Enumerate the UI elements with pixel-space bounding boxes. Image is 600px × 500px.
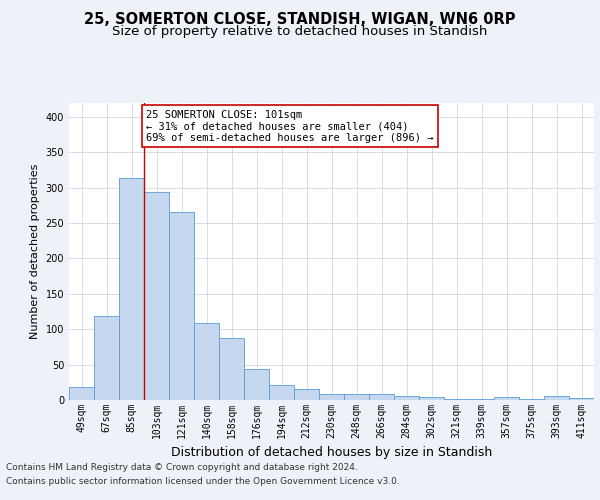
Text: 25 SOMERTON CLOSE: 101sqm
← 31% of detached houses are smaller (404)
69% of semi: 25 SOMERTON CLOSE: 101sqm ← 31% of detac… [146,110,434,143]
Bar [319,394,344,400]
Text: Size of property relative to detached houses in Standish: Size of property relative to detached ho… [112,25,488,38]
Bar [194,323,219,400]
Bar [269,385,294,400]
X-axis label: Distribution of detached houses by size in Standish: Distribution of detached houses by size … [171,446,492,460]
Bar [69,386,94,400]
Bar [444,398,469,400]
Bar [494,397,519,400]
Bar [369,394,394,400]
Bar [219,338,244,400]
Bar [294,388,319,400]
Bar [344,394,369,400]
Bar [119,178,144,400]
Bar [144,192,169,400]
Y-axis label: Number of detached properties: Number of detached properties [30,164,40,339]
Bar [569,398,594,400]
Bar [419,397,444,400]
Bar [94,316,119,400]
Bar [244,369,269,400]
Text: Contains HM Land Registry data © Crown copyright and database right 2024.: Contains HM Land Registry data © Crown c… [6,462,358,471]
Bar [169,212,194,400]
Bar [544,396,569,400]
Bar [394,396,419,400]
Text: Contains public sector information licensed under the Open Government Licence v3: Contains public sector information licen… [6,478,400,486]
Text: 25, SOMERTON CLOSE, STANDISH, WIGAN, WN6 0RP: 25, SOMERTON CLOSE, STANDISH, WIGAN, WN6… [84,12,516,28]
